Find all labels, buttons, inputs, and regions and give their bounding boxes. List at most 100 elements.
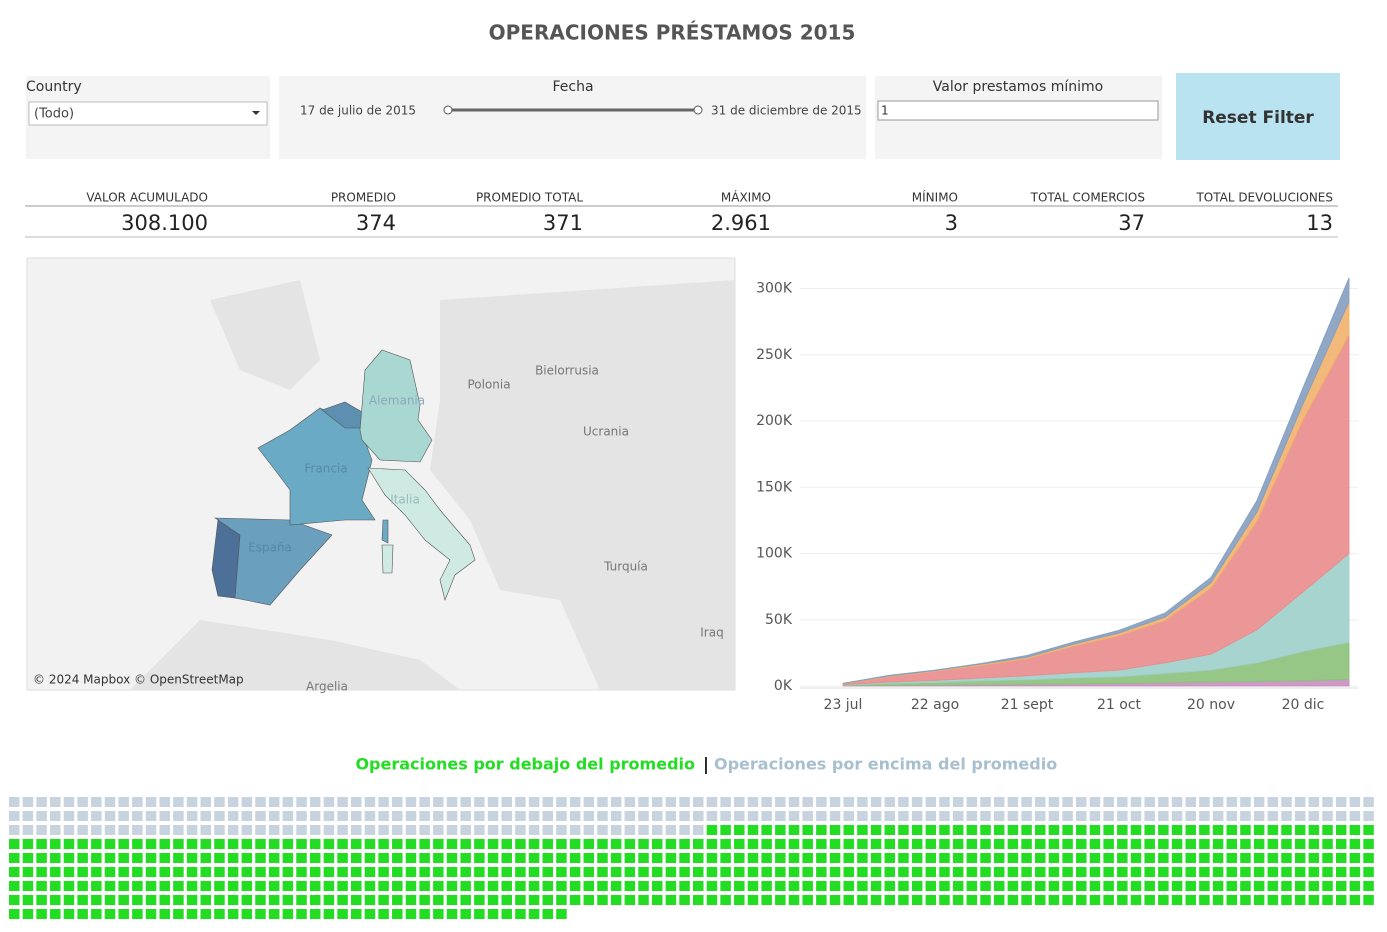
waffle-cell (200, 825, 212, 835)
country-france[interactable] (257, 407, 376, 526)
waffle-cell (323, 811, 335, 821)
waffle-cell (857, 839, 868, 849)
waffle-cell (159, 895, 170, 905)
dropdown[interactable] (28, 101, 268, 126)
waffle-cell (816, 895, 827, 905)
waffle-cell (747, 881, 759, 891)
waffle-cell (1281, 867, 1292, 877)
waffle-cell (214, 909, 225, 919)
waffle-cell (1212, 895, 1224, 905)
waffle-cell (556, 867, 567, 877)
waffle-cell (309, 881, 321, 891)
waffle-cell (624, 853, 636, 863)
waffle-cell (966, 839, 978, 849)
waffle-cell (597, 839, 608, 849)
slider-handle[interactable] (443, 105, 453, 115)
waffle-cell (214, 825, 225, 835)
waffle-cell (1281, 797, 1292, 807)
waffle-cell (952, 839, 964, 849)
country-france[interactable] (381, 519, 389, 544)
waffle-cell (1240, 867, 1251, 877)
waffle-cell (651, 811, 663, 821)
waffle-cell (227, 853, 239, 863)
waffle-cell (1117, 867, 1128, 877)
waffle-cell (788, 797, 800, 807)
waffle-cell (1212, 839, 1224, 849)
waffle-cell (1117, 839, 1128, 849)
waffle-cell (91, 839, 102, 849)
waffle-cell (487, 881, 499, 891)
waffle-cell (337, 797, 348, 807)
country-italy[interactable] (367, 467, 476, 601)
waffle-cell (255, 867, 266, 877)
waffle-cell (1267, 895, 1279, 905)
waffle-cell (22, 881, 34, 891)
waffle-cell (392, 839, 403, 849)
waffle-cell (597, 867, 608, 877)
waffle-cell (1335, 895, 1347, 905)
waffle-cell (528, 909, 540, 919)
waffle-cell (651, 881, 663, 891)
waffle-cell (993, 811, 1005, 821)
waffle-cell (1144, 881, 1155, 891)
waffle-cell (501, 839, 512, 849)
waffle-cell (22, 909, 34, 919)
area (842, 277, 1350, 684)
waffle-cell (1267, 881, 1279, 891)
waffle-cell (282, 895, 294, 905)
waffle-cell (939, 839, 950, 849)
waffle-cell (1349, 881, 1361, 891)
waffle-cell (50, 909, 61, 919)
waffle-cell (282, 825, 294, 835)
waffle-cell (665, 811, 677, 821)
waffle-cell (952, 881, 964, 891)
waffle-cell (296, 825, 307, 835)
waffle-cell (610, 811, 622, 821)
waffle-cell (460, 797, 471, 807)
kpi-value: 2.961 (711, 211, 771, 235)
kpi-label: TOTAL COMERCIOS (1030, 191, 1145, 205)
waffle-cell (706, 839, 718, 849)
waffle-cell (364, 825, 376, 835)
reset-button[interactable] (1176, 73, 1340, 160)
waffle-cell (419, 867, 430, 877)
waffle-cell (227, 909, 239, 919)
waffle-cell (1035, 881, 1046, 891)
waffle-cell (651, 867, 663, 877)
country-spain[interactable] (213, 517, 333, 606)
waffle-cell (1089, 797, 1101, 807)
waffle-cell (63, 825, 75, 835)
waffle-cell (268, 895, 280, 905)
waffle-cell (870, 811, 882, 821)
waffle-cell (1267, 811, 1279, 821)
waffle-cell (392, 909, 403, 919)
waffle-cell (63, 881, 75, 891)
waffle-cell (1308, 839, 1320, 849)
waffle-cell (1363, 895, 1374, 905)
waffle-cell (1158, 797, 1169, 807)
waffle-cell (1267, 797, 1279, 807)
waffle-cell (227, 881, 239, 891)
waffle-cell (1322, 797, 1333, 807)
waffle-cell (1322, 811, 1333, 821)
waffle-cell (925, 867, 937, 877)
waffle-cell (952, 867, 964, 877)
waffle-cell (761, 853, 772, 863)
waffle-cell (200, 895, 212, 905)
waffle-cell (1171, 867, 1183, 877)
waffle-cell (460, 881, 471, 891)
waffle-cell (474, 881, 485, 891)
waffle-cell (186, 853, 198, 863)
waffle-cell (857, 867, 868, 877)
waffle-cell (186, 825, 198, 835)
waffle-cell (1007, 881, 1019, 891)
waffle-cell (857, 853, 868, 863)
slider-handle[interactable] (693, 105, 703, 115)
country-italy[interactable] (381, 544, 394, 574)
waffle-cell (966, 853, 978, 863)
waffle-cell (1322, 839, 1333, 849)
country-germany[interactable] (359, 349, 433, 463)
waffle-cell (1103, 839, 1114, 849)
waffle-cell (624, 839, 636, 849)
text-input[interactable] (877, 100, 1159, 121)
